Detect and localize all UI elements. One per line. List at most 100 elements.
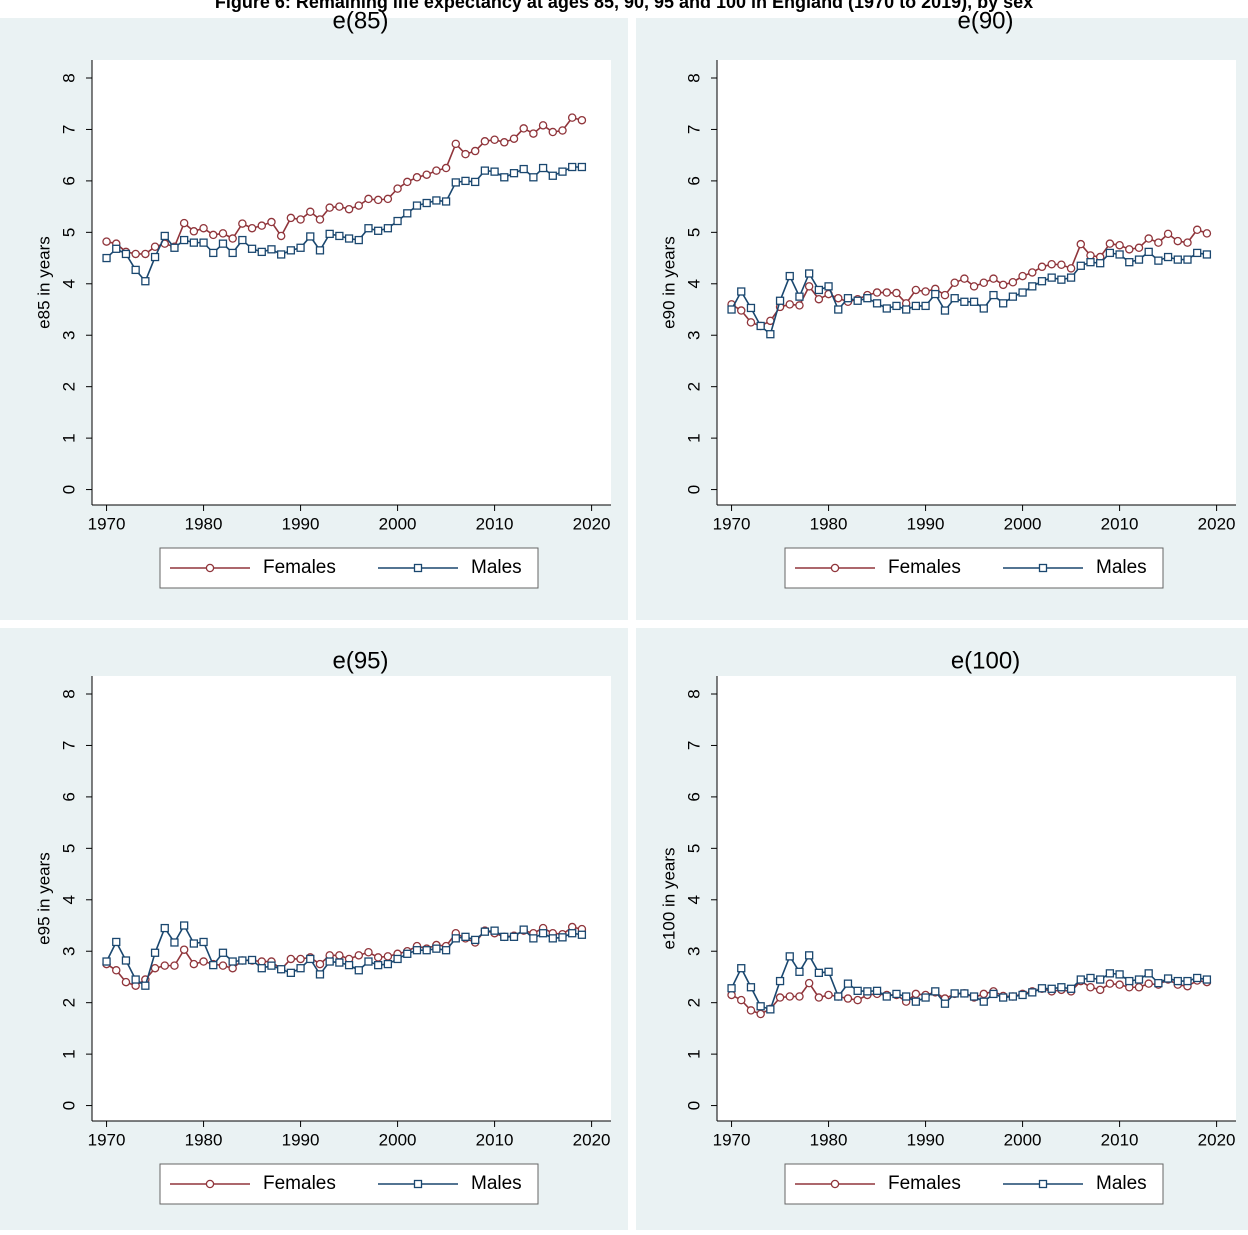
square-marker (461, 932, 470, 941)
square-marker (737, 287, 746, 296)
square-marker (766, 330, 775, 339)
x-tick-label: 1970 (713, 1130, 751, 1149)
square-marker (238, 235, 247, 245)
y-tick-label: 4 (59, 895, 78, 904)
panel-title: e(95) (332, 647, 388, 674)
circle-marker (315, 959, 325, 969)
y-tick-label: 4 (684, 895, 703, 904)
y-tick-label: 7 (684, 741, 703, 750)
circle-marker (150, 963, 160, 973)
square-marker (1105, 969, 1115, 978)
square-marker (1028, 988, 1037, 997)
square-marker (218, 239, 228, 248)
square-marker (393, 216, 402, 226)
square-marker (921, 993, 930, 1002)
circle-marker (209, 230, 218, 240)
square-marker (1154, 256, 1163, 265)
square-marker (805, 269, 814, 278)
square-marker (393, 954, 402, 964)
circle-marker (218, 229, 228, 238)
square-marker (267, 245, 276, 254)
square-marker (863, 294, 872, 303)
square-marker (1047, 984, 1056, 993)
y-tick-label: 8 (59, 689, 78, 698)
square-marker (112, 937, 121, 947)
circle-marker (1018, 271, 1027, 281)
circle-marker (737, 995, 746, 1005)
square-marker (814, 968, 824, 977)
square-marker (1202, 975, 1212, 984)
legend-label: Males (1096, 1173, 1147, 1194)
circle-marker (853, 995, 862, 1005)
circle-marker (577, 115, 587, 125)
square-marker (286, 246, 296, 255)
y-tick-label: 6 (684, 792, 703, 801)
square-marker (577, 930, 587, 939)
circle-marker (538, 121, 548, 130)
square-marker (834, 305, 843, 314)
circle-marker (335, 951, 344, 960)
y-tick-label: 5 (684, 228, 703, 237)
square-marker (441, 197, 451, 206)
square-marker (921, 301, 930, 311)
square-marker (950, 294, 959, 303)
square-marker (568, 162, 577, 172)
square-marker (1183, 255, 1192, 264)
circle-marker (383, 194, 393, 204)
square-marker (354, 235, 363, 245)
square-marker (1057, 275, 1066, 284)
y-tick-label: 1 (684, 433, 703, 442)
square-marker (218, 948, 228, 957)
square-marker (1105, 248, 1115, 258)
square-marker (1076, 975, 1085, 984)
square-marker (180, 235, 189, 245)
square-marker (1115, 250, 1124, 259)
square-marker (960, 297, 969, 306)
y-axis-label: e95 in years (34, 852, 53, 945)
square-marker (141, 277, 150, 286)
y-tick-label: 0 (684, 1101, 703, 1110)
circle-marker (205, 1179, 215, 1189)
circle-marker (286, 954, 296, 964)
circle-marker (205, 563, 215, 573)
y-tick-label: 1 (684, 1049, 703, 1058)
circle-marker (746, 318, 756, 327)
square-marker (403, 209, 412, 218)
y-tick-label: 1 (59, 433, 78, 442)
y-tick-label: 5 (684, 844, 703, 853)
circle-marker (969, 282, 979, 291)
square-marker (306, 232, 315, 241)
circle-marker (775, 993, 785, 1002)
circle-marker (1154, 238, 1163, 247)
square-marker (432, 944, 441, 953)
square-marker (727, 305, 736, 314)
x-tick-label: 2000 (1004, 514, 1042, 533)
square-marker (131, 265, 140, 275)
circle-marker (1105, 979, 1115, 988)
square-marker (902, 305, 911, 314)
square-marker (911, 997, 921, 1006)
square-marker (1173, 976, 1182, 986)
square-marker (247, 244, 257, 253)
square-marker (199, 238, 208, 247)
x-tick-label: 1990 (907, 1130, 945, 1149)
circle-marker (238, 219, 247, 228)
square-marker (412, 201, 422, 210)
square-marker (422, 946, 431, 955)
square-marker (1163, 974, 1173, 983)
circle-marker (393, 184, 402, 193)
panel-title: e(100) (951, 647, 1020, 674)
y-tick-label: 8 (59, 73, 78, 82)
y-tick-label: 2 (684, 998, 703, 1007)
panel-title: e(90) (957, 7, 1013, 34)
square-marker (315, 970, 325, 979)
square-marker (441, 946, 451, 955)
circle-marker (422, 170, 431, 179)
y-axis-label: e90 in years (659, 236, 678, 329)
circle-marker (325, 203, 334, 212)
square-marker (1134, 975, 1144, 984)
square-marker (805, 951, 814, 960)
square-marker (160, 231, 169, 241)
circle-marker (121, 977, 131, 987)
